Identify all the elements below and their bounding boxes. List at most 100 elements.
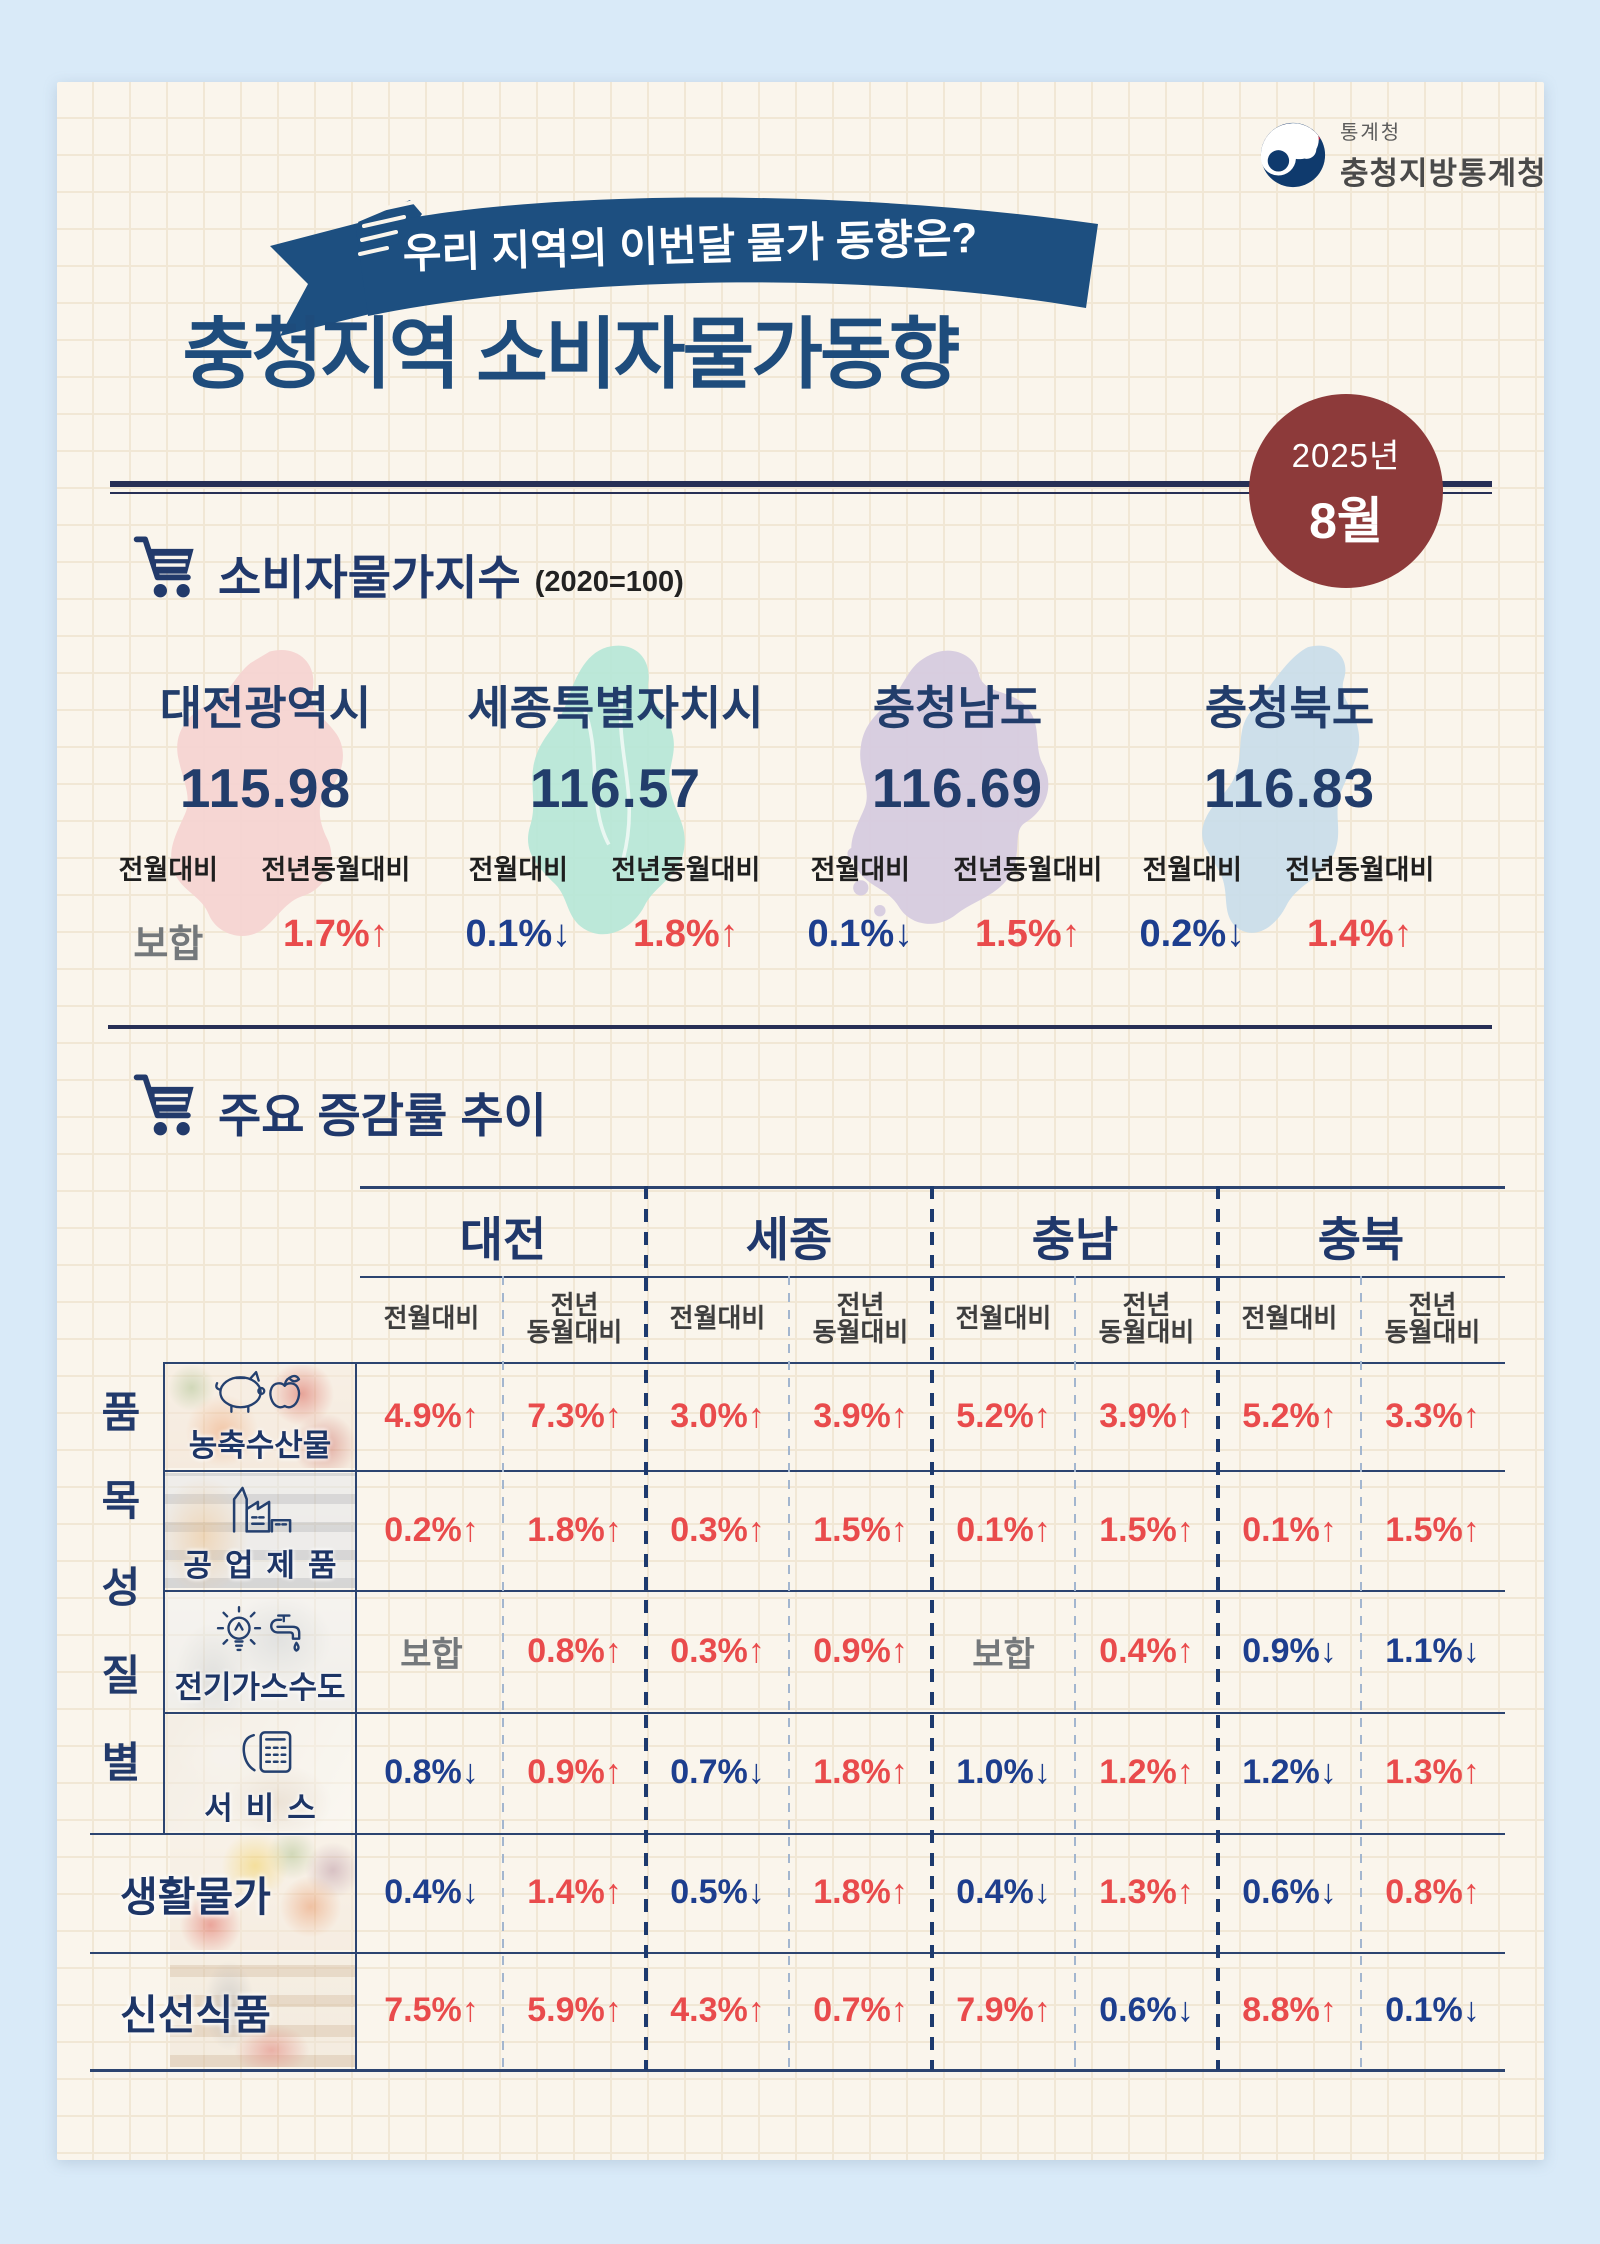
trend-cell: 0.1%↓ [1385,1991,1480,2029]
trend-cell: 0.5%↓ [670,1873,765,1911]
yoy-value: 1.8%↑ [633,913,739,955]
region-cpi-value: 116.83 [1203,757,1376,819]
trend-cell: 보합 [972,1635,1035,1674]
yoy-value: 1.7%↑ [283,913,389,955]
trend-cell: 0.4%↑ [1099,1631,1194,1670]
trend-cell: 1.2%↓ [1242,1753,1337,1791]
factory-icon [232,1486,292,1533]
table-row-line [163,1470,1505,1472]
table-region-header: 대전 [459,1212,547,1266]
trend-cell: 0.9%↑ [527,1753,622,1791]
row-label-text: 서비스 [204,1791,329,1826]
table-column-line [355,1362,357,2071]
trend-cell: 1.2%↑ [1099,1753,1194,1791]
trend-cell: 0.9%↑ [813,1631,908,1670]
trend-cell: 0.3%↑ [670,1631,765,1670]
table-group-dashed-line [930,1186,934,2070]
page-title: 충청지역 소비자물가동향 [182,310,960,398]
chungbuk-map-shape [1201,645,1359,933]
trend-cell: 4.3%↑ [670,1991,765,2029]
subheader-mom: 전월대비 [669,1303,766,1334]
trend-cell: 1.1%↓ [1385,1631,1480,1670]
table-region-header: 충북 [1317,1212,1405,1266]
mom-label: 전월대비 [468,855,569,885]
row-label-agri-livestock-fishery: 농축수산물 [165,1365,355,1468]
row-label-services: 서비스 [165,1715,355,1831]
subheader-yoy: 전년 동월대비 [812,1289,909,1347]
trend-cell: 5.9%↑ [527,1991,622,2029]
trend-cell: 3.0%↑ [670,1397,765,1435]
trend-cell: 0.7%↑ [813,1991,908,2029]
trend-cell: 4.9%↑ [384,1397,479,1435]
row-label-living-necessaries: 생활물가 [92,1836,355,1950]
mom-value: 보합 [133,924,204,966]
receipt-icon [242,1731,292,1773]
trend-cell: 8.8%↑ [1242,1991,1337,2029]
trend-cell: 1.8%↑ [813,1873,908,1911]
table-row-line [90,1833,1505,1835]
logo-agency-small: 통계청 [1340,122,1402,144]
mom-label: 전월대비 [1142,855,1243,885]
row-label-electricity-gas-water: 전기가스수도 [165,1593,355,1710]
produce-photo [165,1365,355,1468]
cpi-base-year-note: (2020=100) [534,566,684,598]
yoy-label: 전년동월대비 [611,855,761,885]
korea-gov-taegeuk-icon [1260,122,1326,187]
trend-cell: 7.5%↑ [384,1991,479,2029]
table-row-line [90,1952,1505,1954]
region-card-chungnam: 충청남도 116.69 전월대비 0.1%↓ 전년동월대비 1.5%↑ [790,640,1125,985]
trend-cell: 0.6%↓ [1099,1991,1194,2029]
table-row-line [163,1362,1505,1364]
table-sub-dashed-line [1360,1276,1362,2070]
table-sub-dashed-line [502,1276,504,2070]
bulb-faucet-icon [216,1606,301,1652]
trend-cell: 5.2%↑ [1242,1397,1337,1435]
mom-label: 전월대비 [118,855,219,885]
yoy-label: 전년동월대비 [1285,855,1435,885]
utility-photo [165,1593,355,1710]
trend-cell: 7.9%↑ [956,1991,1051,2029]
trend-cell: 0.1%↑ [1242,1510,1337,1549]
trend-cell: 0.8%↑ [527,1631,622,1670]
region-name: 세종특별자치시 [467,682,764,734]
subheader-yoy: 전년 동월대비 [526,1289,623,1347]
yoy-label: 전년동월대비 [261,855,411,885]
yoy-value: 1.4%↑ [1307,913,1413,955]
trend-cell: 0.3%↑ [670,1510,765,1549]
row-label-text: 전기가스수도 [174,1670,346,1705]
trend-cell: 보합 [400,1635,463,1674]
trend-section-heading: 주요 증감률 추이 [124,1066,547,1142]
date-badge: 2025년 8월 [1249,394,1443,588]
region-cpi-value: 116.57 [529,757,702,819]
badge-month: 8월 [1309,493,1383,549]
cpi-section-title: 소비자물가지수 [218,551,521,605]
mom-value: 0.1%↓ [465,913,572,955]
trend-cell: 1.3%↑ [1385,1753,1480,1791]
trend-section-title: 주요 증감률 추이 [218,1089,547,1143]
table-region-header: 세종 [745,1212,833,1266]
table-row-line [163,1712,1505,1714]
trend-cell: 1.5%↑ [813,1510,908,1549]
row-label-text: 생활물가 [120,1874,271,1920]
region-card-daejeon: 대전광역시 115.98 전월대비 보합 전년동월대비 1.7%↑ [98,640,433,985]
subheader-yoy: 전년 동월대비 [1384,1289,1481,1347]
table-sub-dashed-line [1074,1276,1076,2070]
cpi-section-heading: 소비자물가지수 (2020=100) [124,528,684,604]
trend-cell: 0.8%↓ [384,1753,479,1791]
row-label-fresh-food: 신선식품 [92,1955,355,2067]
trend-cell: 5.2%↑ [956,1397,1051,1435]
trend-cell: 1.0%↓ [956,1753,1051,1791]
trend-cell: 1.4%↑ [527,1873,622,1911]
region-cpi-value: 116.69 [871,757,1044,819]
trend-cell: 3.9%↑ [813,1397,908,1435]
trend-cell: 0.8%↑ [1385,1873,1480,1911]
trend-cell: 1.8%↑ [813,1753,908,1791]
region-name: 대전광역시 [159,682,372,734]
subheader-mom: 전월대비 [955,1303,1052,1334]
ribbon-banner [270,197,1098,336]
cart-icon [133,1074,194,1136]
category-group-label: 품 목 성 질 별 [101,1389,141,1786]
row-label-industrial-products: 공업제품 [165,1473,355,1588]
region-card-sejong: 세종특별자치시 116.57 전월대비 0.1%↓ 전년동월대비 1.8%↑ [448,640,783,985]
mom-value: 0.1%↓ [807,913,914,955]
